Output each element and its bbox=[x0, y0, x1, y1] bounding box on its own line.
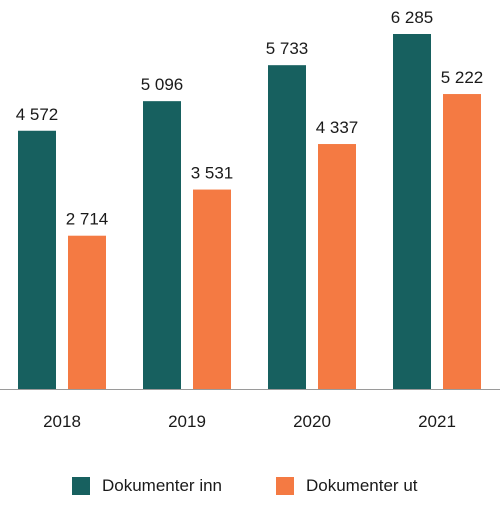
legend-swatch-ut bbox=[276, 477, 294, 495]
legend-item-inn: Dokumenter inn bbox=[72, 476, 222, 496]
data-label-ut-2020: 4 337 bbox=[316, 118, 359, 137]
x-tick-label-2019: 2019 bbox=[168, 412, 206, 431]
data-label-inn-2020: 5 733 bbox=[266, 39, 309, 58]
bar-inn-2020 bbox=[268, 65, 306, 389]
data-label-inn-2019: 5 096 bbox=[141, 75, 184, 94]
legend-label-inn: Dokumenter inn bbox=[102, 476, 223, 495]
legend-swatch-inn bbox=[72, 477, 90, 495]
bar-chart: 4 572 2 714 2018 5 096 3 531 2019 5 733 4 337 20… bbox=[0, 8, 500, 431]
data-label-ut-2018: 2 714 bbox=[66, 210, 109, 229]
x-tick-label-2018: 2018 bbox=[43, 412, 81, 431]
bar-inn-2019 bbox=[143, 101, 181, 389]
legend: Dokumenter inn Dokumenter ut bbox=[0, 476, 500, 500]
bar-ut-2019 bbox=[193, 189, 231, 389]
data-label-inn-2018: 4 572 bbox=[16, 105, 59, 124]
x-tick-label-2021: 2021 bbox=[418, 412, 456, 431]
legend-item-ut: Dokumenter ut bbox=[276, 476, 418, 496]
data-label-ut-2019: 3 531 bbox=[191, 164, 234, 183]
bar-ut-2021 bbox=[443, 94, 481, 389]
data-label-ut-2021: 5 222 bbox=[441, 68, 484, 87]
bar-inn-2021 bbox=[393, 34, 431, 389]
bar-ut-2020 bbox=[318, 144, 356, 389]
bar-inn-2018 bbox=[18, 130, 56, 389]
x-tick-label-2020: 2020 bbox=[293, 412, 331, 431]
bar-ut-2018 bbox=[68, 235, 106, 389]
legend-label-ut: Dokumenter ut bbox=[306, 476, 418, 495]
data-label-inn-2021: 6 285 bbox=[391, 8, 434, 27]
